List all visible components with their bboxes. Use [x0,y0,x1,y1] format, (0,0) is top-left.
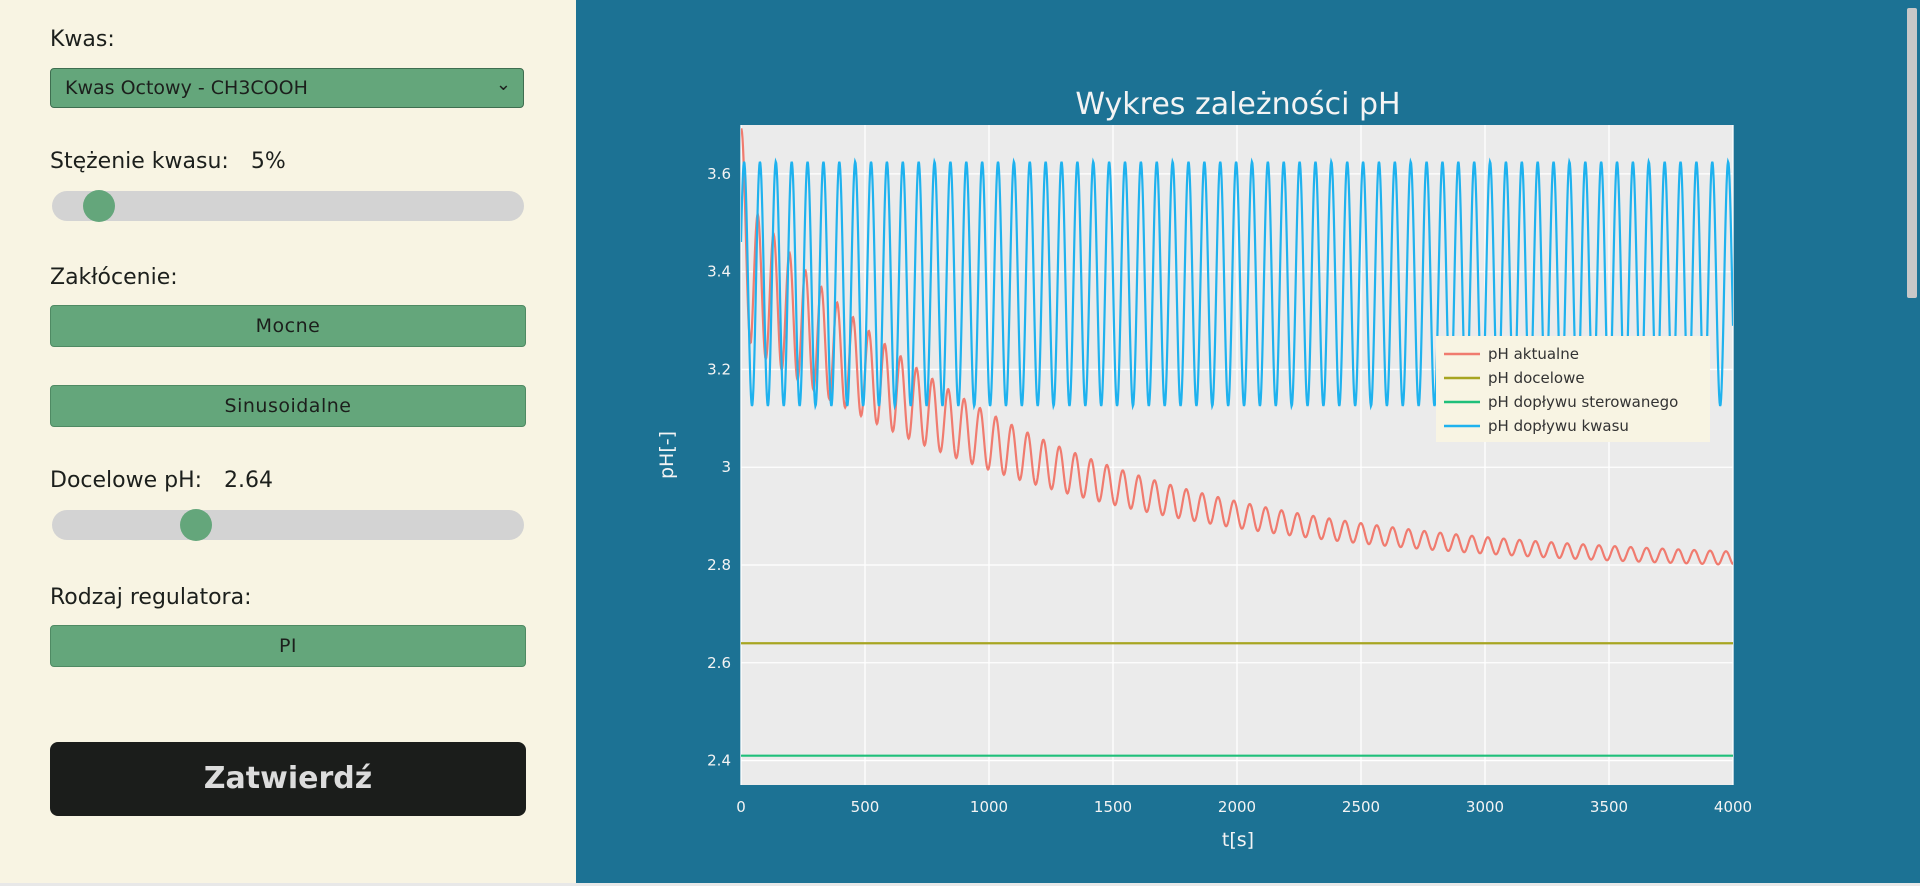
y-tick-label: 2.6 [707,654,731,672]
y-axis-label: pH[-] [656,431,678,479]
concentration-label: Stężenie kwasu: [50,149,229,174]
scrollbar-thumb[interactable] [1907,8,1917,298]
x-tick-label: 1000 [970,798,1008,816]
legend[interactable]: pH aktualne pH docelowe pH dopływu sterowa… [1436,336,1710,442]
settings-sidebar: Kwas: Kwas Octowy - CH3COOH ⌄ Stężenie k… [0,0,576,886]
concentration-value: 5% [250,149,286,174]
legend-box [1436,336,1710,442]
series-lines [741,128,1733,757]
regulator-button[interactable]: PI [50,625,526,667]
y-tick-label: 2.8 [707,556,731,574]
concentration-slider[interactable] [52,190,524,222]
legend-entry: pH aktualne [1488,345,1579,363]
axis-ticks: 0 500 1000 1500 2000 2500 3000 3500 4000 2.4 2.6 2.… [707,165,1752,816]
x-tick-label: 2500 [1342,798,1380,816]
y-tick-label: 3.2 [707,360,731,378]
x-axis-label: t[s] [1222,829,1254,851]
y-tick-label: 3 [721,458,731,476]
target-ph-value: 2.64 [224,468,274,493]
target-ph-slider-thumb[interactable] [179,509,212,541]
legend-entry: pH dopływu kwasu [1488,417,1629,435]
series-line-3 [741,157,1733,411]
y-tick-label: 3.4 [707,263,731,281]
y-tick-label: 2.4 [707,752,731,770]
grid [740,125,1734,785]
scrollbar[interactable] [1904,0,1920,886]
x-tick-label: 2000 [1218,798,1256,816]
y-tick-label: 3.6 [707,165,731,183]
x-tick-label: 1500 [1094,798,1132,816]
series-line-0 [741,128,1733,566]
concentration-label-row: Stężenie kwasu: 5% [50,149,286,174]
chevron-down-icon: ⌄ [495,74,511,95]
x-tick-label: 3500 [1590,798,1628,816]
regulator-label: Rodzaj regulatora: [50,585,252,610]
acid-label: Kwas: [50,27,115,52]
x-tick-label: 3000 [1466,798,1504,816]
confirm-button[interactable]: Zatwierdź [50,742,526,816]
x-tick-label: 0 [736,798,746,816]
disturbance-type-button[interactable]: Sinusoidalne [50,385,526,427]
x-tick-label: 4000 [1714,798,1752,816]
acid-select[interactable]: Kwas Octowy - CH3COOH ⌄ [50,68,524,108]
ph-chart: Wykres zależności pH 0 500 1000 1500 2000 250… [656,87,1752,851]
target-ph-label: Docelowe pH: [50,468,203,493]
legend-entry: pH dopływu sterowanego [1488,393,1678,411]
concentration-slider-thumb[interactable] [82,190,115,222]
disturbance-strength-button[interactable]: Mocne [50,305,526,347]
target-ph-label-row: Docelowe pH: 2.64 [50,468,273,493]
disturbance-label: Zakłócenie: [50,265,178,290]
legend-entry: pH docelowe [1488,369,1585,387]
target-ph-slider[interactable] [52,509,524,541]
chart-panel: Wykres zależności pH 0 500 1000 1500 2000 250… [576,0,1920,886]
acid-select-value: Kwas Octowy - CH3COOH [65,77,308,99]
bottom-border [0,883,1920,886]
chart-title: Wykres zależności pH [1075,87,1400,122]
x-tick-label: 500 [851,798,880,816]
